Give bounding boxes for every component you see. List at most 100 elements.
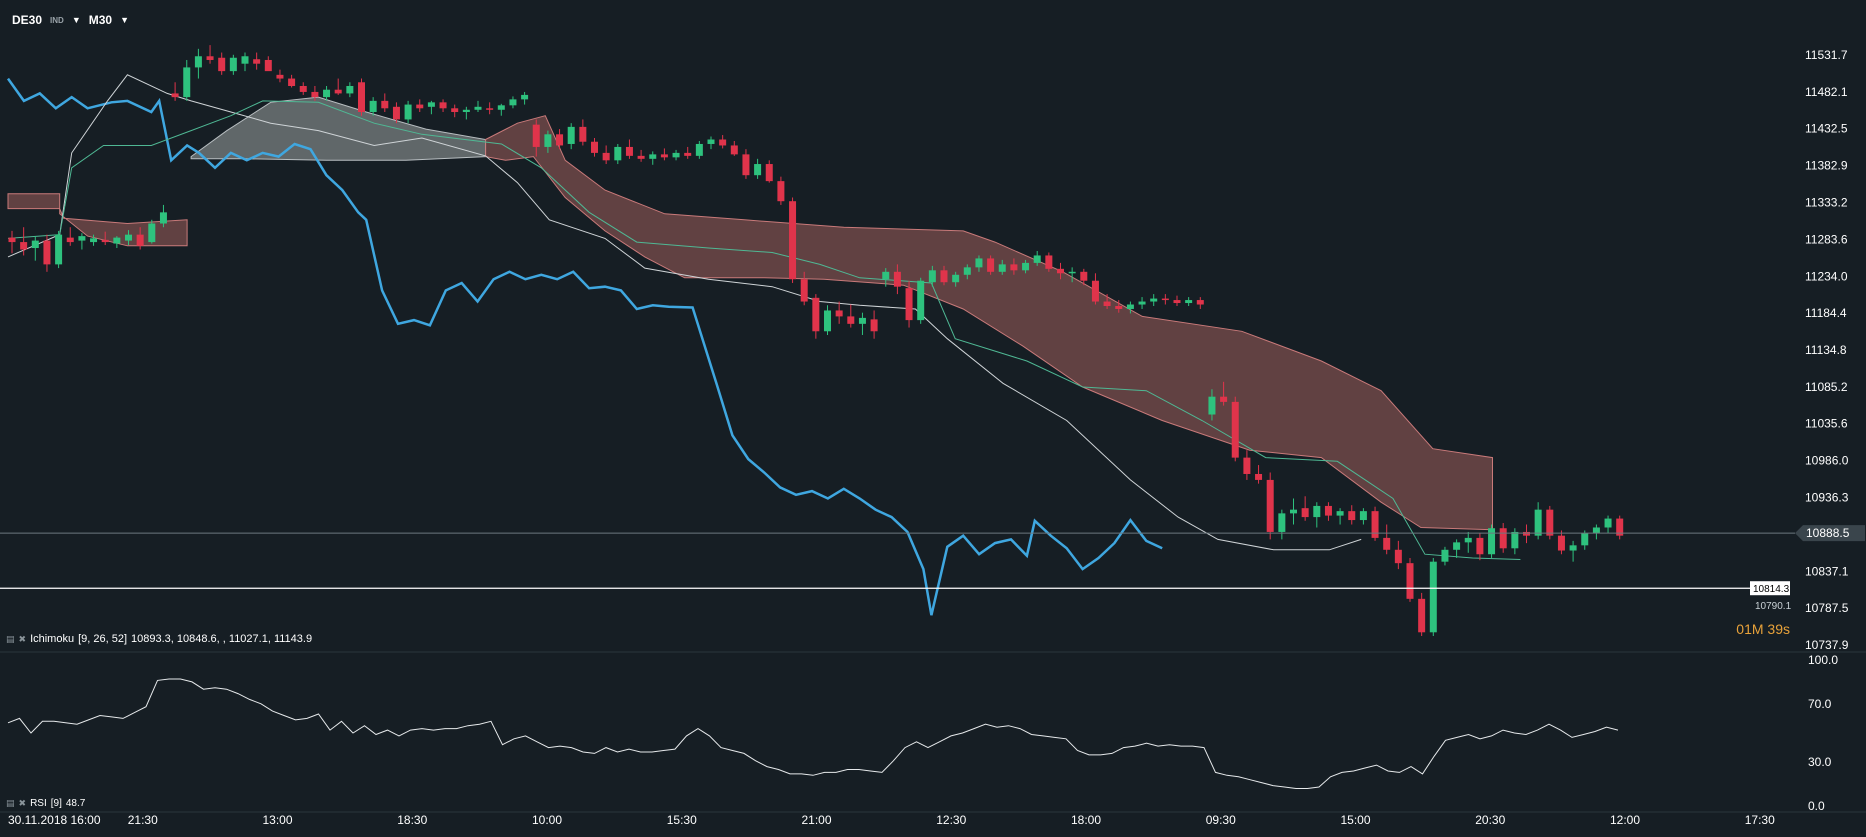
rsi-settings-icon[interactable]: ▤ <box>6 798 15 808</box>
indicator-close-icon[interactable]: ✖ <box>18 633 27 644</box>
candle-bearish <box>532 124 540 147</box>
horizontal-line-badge <box>1750 581 1790 596</box>
candle-bullish <box>183 67 191 98</box>
candle-bearish <box>451 108 459 113</box>
candle-bearish <box>765 164 773 182</box>
candle-bearish <box>253 59 261 64</box>
candle-bullish <box>1569 545 1577 551</box>
candle-bullish <box>1592 527 1600 534</box>
rsi-tick-label: 100.0 <box>1808 653 1838 667</box>
candle-bearish <box>870 319 878 332</box>
candle-bearish <box>1080 271 1088 281</box>
ichimoku-cloud-bearish <box>485 115 1493 531</box>
candle-bearish <box>1546 509 1554 536</box>
rsi-line <box>7 678 1619 789</box>
candle-bullish <box>148 223 156 243</box>
candle-bearish <box>1301 508 1309 518</box>
current-price-label: 10888.5 <box>1806 526 1850 540</box>
time-tick-label: 30.11.2018 16:00 <box>8 813 101 827</box>
candle-bearish <box>1383 537 1391 550</box>
rsi-tick-label: 30.0 <box>1808 755 1832 769</box>
candle-bullish <box>882 271 890 280</box>
ichimoku-cloud-bearish <box>7 193 188 247</box>
symbol-name[interactable]: DE30 <box>12 13 43 27</box>
ichimoku-indicator-label[interactable]: ▤ ✖ Ichimoku [9, 26, 52] 10893.3, 10848.… <box>6 633 312 645</box>
candle-bullish <box>509 99 517 106</box>
candle-bullish <box>567 126 575 144</box>
candle-bearish <box>1243 457 1251 474</box>
timeframe-dropdown-chevron-icon[interactable]: ▼ <box>120 15 129 25</box>
candle-bullish <box>31 240 39 249</box>
candle-bearish <box>136 234 144 246</box>
candle-bearish <box>1394 549 1402 564</box>
candle-bullish <box>1068 271 1076 274</box>
price-tick-label: 11283.6 <box>1805 232 1848 246</box>
candle-bullish <box>672 152 680 158</box>
candle-bearish <box>1418 598 1426 633</box>
candle-bearish <box>1255 473 1263 480</box>
price-tick-label: 11035.6 <box>1805 417 1848 431</box>
time-tick-label: 13:00 <box>262 813 292 827</box>
candle-bullish <box>462 109 470 113</box>
candle-bearish <box>591 141 598 153</box>
candle-bullish <box>754 164 762 176</box>
time-tick-label: 15:30 <box>667 813 697 827</box>
time-tick-label: 17:30 <box>1745 813 1775 827</box>
candle-bullish <box>241 56 249 64</box>
candle-bullish <box>917 280 925 321</box>
timeframe-selector[interactable]: M30 <box>88 13 113 27</box>
candle-bearish <box>20 242 28 250</box>
candle-bullish <box>1429 561 1437 633</box>
candle-bearish <box>1057 268 1064 274</box>
chart-toolbar: DE30 IND ▼ M30 ▼ <box>12 12 129 28</box>
candle-bullish <box>1208 396 1216 415</box>
candle-bullish <box>1534 509 1542 536</box>
candle-bullish <box>544 134 552 147</box>
ichimoku-name: Ichimoku <box>30 633 75 645</box>
price-tick-label: 11184.4 <box>1805 306 1847 320</box>
candle-bearish <box>1476 537 1484 555</box>
time-tick-label: 12:30 <box>936 813 966 827</box>
time-tick-label: 18:30 <box>397 813 427 827</box>
candle-bullish <box>1313 505 1321 518</box>
candle-bullish <box>159 212 167 224</box>
candle-bullish <box>1033 255 1041 263</box>
kijun-sen-line <box>7 100 1521 560</box>
candle-bearish <box>637 155 645 159</box>
candle-bearish <box>660 154 668 158</box>
candle-bearish <box>1010 264 1018 271</box>
candle-bullish <box>90 238 98 243</box>
candle-bearish <box>730 145 738 155</box>
time-tick-label: 20:30 <box>1475 813 1505 827</box>
candle-bearish <box>1324 505 1332 516</box>
candle-bearish <box>1557 535 1565 551</box>
candle-bearish <box>1220 396 1228 402</box>
time-tick-label: 10:00 <box>532 813 562 827</box>
candle-bearish <box>43 240 51 265</box>
price-tick-label: 11531.7 <box>1805 48 1848 62</box>
rsi-indicator-label[interactable]: ▤ ✖ RSI [9] 48.7 <box>6 798 85 809</box>
candle-bullish <box>1022 262 1030 271</box>
symbol-dropdown-chevron-icon[interactable]: ▼ <box>71 15 81 25</box>
tenkan-sen-line <box>7 74 1362 551</box>
ichimoku-params: [9, 26, 52] <box>78 633 128 645</box>
candle-bullish <box>707 139 715 144</box>
price-tick-label: 11085.2 <box>1805 380 1848 394</box>
candle-bullish <box>1359 511 1367 521</box>
rsi-close-icon[interactable]: ✖ <box>18 798 27 808</box>
indicator-settings-icon[interactable]: ▤ <box>6 633 15 644</box>
price-tick-label: 11134.8 <box>1805 343 1847 357</box>
candle-bearish <box>1406 563 1414 599</box>
candle-bearish <box>486 108 494 110</box>
price-tick-label: 10737.9 <box>1805 638 1849 652</box>
candle-bearish <box>8 237 16 243</box>
candle-bullish <box>1453 542 1461 550</box>
candle-bullish <box>614 146 622 161</box>
candle-bearish <box>299 85 307 92</box>
candle-bearish <box>602 152 610 161</box>
candle-bearish <box>835 310 843 317</box>
candle-bearish <box>719 139 727 146</box>
time-tick-label: 12:00 <box>1610 813 1640 827</box>
time-tick-label: 18:00 <box>1071 813 1101 827</box>
